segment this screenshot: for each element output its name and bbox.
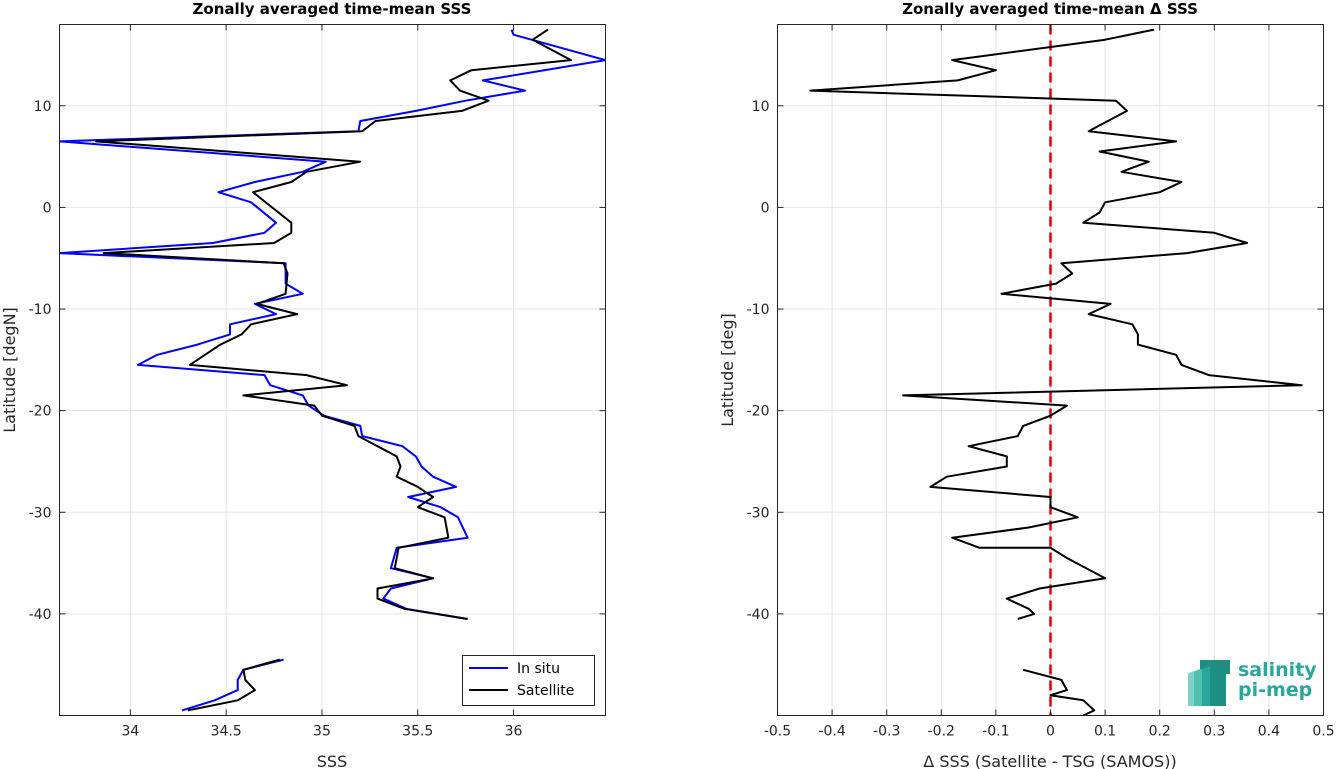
legend-box [462, 655, 595, 706]
y-tick-label: -10 [747, 302, 770, 318]
satellite-series-line [187, 658, 281, 712]
legend: In situ Satellite [462, 655, 595, 706]
x-tick-label: 0.1 [1094, 724, 1116, 740]
left-data-lines [59, 28, 606, 712]
x-tick-label: -0.4 [818, 724, 845, 740]
y-tick-label: 0 [761, 200, 770, 216]
left-grid [59, 24, 606, 716]
x-tick-label: 0.3 [1203, 724, 1225, 740]
right-panel: Zonally averaged time-mean Δ SSS -0.5 -0.… [718, 0, 1335, 769]
right-chart-title: Zonally averaged time-mean Δ SSS [902, 0, 1198, 18]
left-y-axis-label: Latitude [degN] [0, 307, 19, 433]
logo-text-pi-mep: pi-mep [1238, 679, 1313, 701]
y-tick-label: -40 [29, 607, 52, 623]
legend-insitu-label: In situ [517, 661, 560, 677]
x-tick-label: 0 [1046, 724, 1055, 740]
y-tick-label: -10 [29, 302, 52, 318]
y-tick-label: -30 [747, 505, 770, 521]
x-tick-label: 0.2 [1149, 724, 1171, 740]
x-tick-label: 34.5 [211, 724, 242, 740]
x-tick-label: -0.1 [982, 724, 1009, 740]
x-tick-label: 0.5 [1312, 724, 1334, 740]
x-tick-label: 35 [313, 724, 331, 740]
y-tick-label: -20 [29, 404, 52, 420]
left-panel: Zonally averaged time-mean SSS 34 34.5 35 3… [0, 0, 606, 769]
y-tick-label: 10 [752, 99, 770, 115]
y-tick-label: 0 [43, 200, 52, 216]
delta-sss-series-line [1022, 668, 1096, 716]
y-tick-label: 10 [34, 99, 52, 115]
logo-text-salinity: salinity [1238, 659, 1317, 681]
right-ticks: -0.5 -0.4 -0.3 -0.2 -0.1 0 0.1 0.2 0.3 0.4 0.5 -40 -… [747, 24, 1335, 740]
x-tick-label: 34 [121, 724, 139, 740]
x-tick-label: 36 [505, 724, 523, 740]
right-data-lines [809, 28, 1303, 716]
left-chart-title: Zonally averaged time-mean SSS [193, 0, 472, 18]
delta-sss-series-line [809, 28, 1303, 620]
x-tick-label: -0.3 [873, 724, 900, 740]
x-tick-label: -0.5 [764, 724, 791, 740]
x-tick-label: -0.2 [928, 724, 955, 740]
left-axes-box [59, 24, 606, 716]
right-x-axis-label: Δ SSS (Satellite - TSG (SAMOS)) [923, 752, 1176, 769]
right-y-axis-label: Latitude [deg] [718, 313, 737, 427]
y-tick-label: -20 [747, 404, 770, 420]
y-tick-label: -30 [29, 505, 52, 521]
salinity-pi-mep-logo: salinity pi-mep [1186, 658, 1317, 708]
y-tick-label: -40 [747, 607, 770, 623]
x-tick-label: 0.4 [1258, 724, 1280, 740]
logo-waves-icon [1188, 660, 1230, 706]
right-grid [777, 24, 1324, 716]
left-x-axis-label: SSS [317, 752, 347, 769]
in-situ-series-line [59, 29, 606, 620]
left-ticks: 34 34.5 35 35.5 36 -40 -30 -20 -10 0 10 [29, 24, 606, 740]
satellite-series-line [94, 28, 572, 620]
legend-satellite-label: Satellite [517, 683, 574, 699]
x-tick-label: 35.5 [402, 724, 433, 740]
in-situ-series-line [181, 658, 284, 712]
